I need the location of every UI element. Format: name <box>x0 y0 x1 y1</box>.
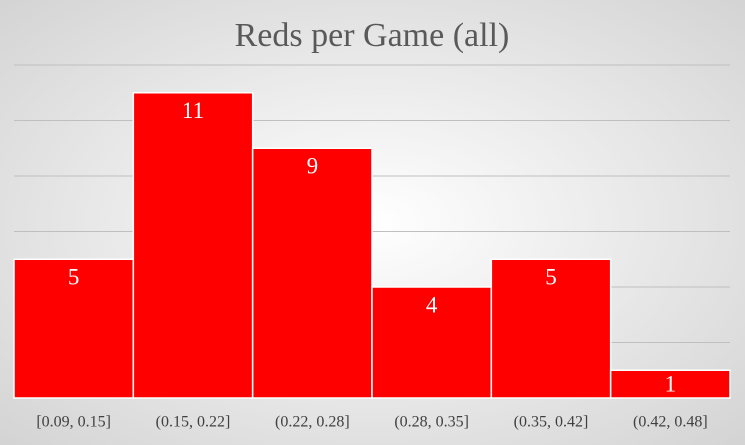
bar <box>371 286 493 399</box>
x-tick-label: (0.15, 0.22] <box>156 414 231 431</box>
data-label: 4 <box>426 292 438 317</box>
data-label: 1 <box>665 371 677 396</box>
data-label: 5 <box>545 265 557 290</box>
data-label: 5 <box>68 265 80 290</box>
data-label: 11 <box>182 98 204 123</box>
x-tick-label: (0.35, 0.42] <box>514 414 589 431</box>
bar <box>609 369 731 399</box>
bar <box>490 258 612 399</box>
chart-title: Reds per Game (all) <box>235 17 510 54</box>
x-tick-label: [0.09, 0.15] <box>36 414 111 431</box>
bar <box>251 147 373 399</box>
x-tick-label: (0.28, 0.35] <box>394 414 469 431</box>
bar <box>132 92 254 399</box>
x-tick-label: (0.42, 0.48] <box>633 414 708 431</box>
data-label: 9 <box>307 154 319 179</box>
x-tick-label: (0.22, 0.28] <box>275 414 350 431</box>
